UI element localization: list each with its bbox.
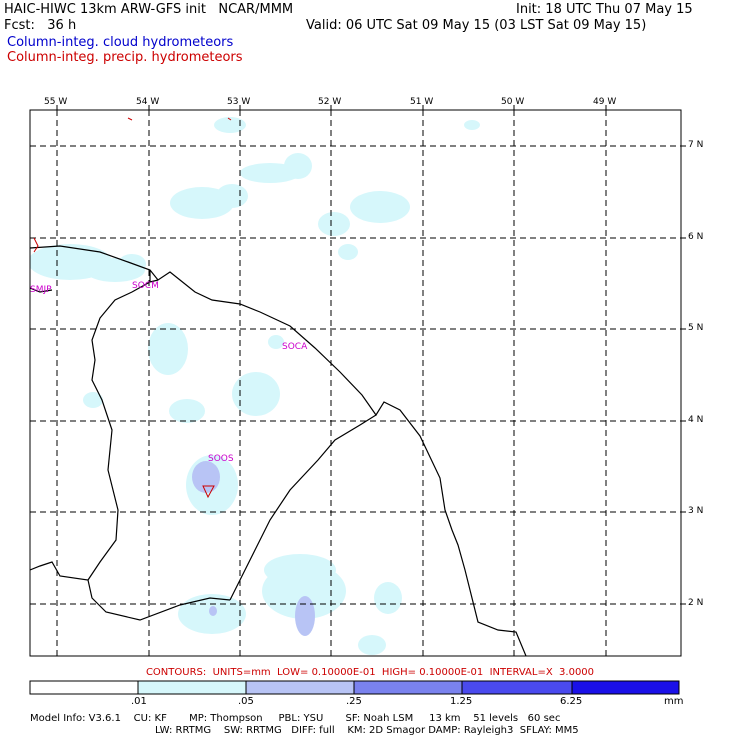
lat-label: 2 N xyxy=(688,598,704,608)
colorbar-tick: 1.25 xyxy=(450,696,473,707)
valid-time: Valid: 06 UTC Sat 09 May 15 (03 LST Sat … xyxy=(306,18,647,33)
lat-label: 5 N xyxy=(688,323,704,333)
lon-label: 49 W xyxy=(593,97,617,107)
station-soca: SOCA xyxy=(282,342,308,352)
init-time: Init: 18 UTC Thu 07 May 15 xyxy=(516,2,693,17)
colorbar xyxy=(29,680,680,695)
lat-lon-grid xyxy=(30,110,681,656)
lon-label: 51 W xyxy=(410,97,434,107)
model-info-line1: Model Info: V3.6.1 CU: KF MP: Thompson P… xyxy=(30,713,561,724)
lon-label: 52 W xyxy=(318,97,342,107)
lon-label: 54 W xyxy=(136,97,160,107)
station-smjp: SMJP xyxy=(30,285,52,295)
cloud-field-label: Column-integ. cloud hydrometeors xyxy=(7,35,234,50)
station-labels: SMJP SOCM SOCA SOOS xyxy=(30,281,308,464)
map-title: HAIC-HIWC 13km ARW-GFS init NCAR/MMM xyxy=(4,2,294,17)
lon-label: 50 W xyxy=(501,97,525,107)
colorbar-tick: .05 xyxy=(238,696,254,707)
precip-contour xyxy=(202,485,215,499)
field-layer xyxy=(30,110,681,656)
colorbar-tick: .01 xyxy=(131,696,147,707)
forecast-hour: Fcst: 36 h xyxy=(4,18,77,33)
lon-label: 55 W xyxy=(44,97,68,107)
colorbar-units: mm xyxy=(664,696,684,707)
lat-label: 3 N xyxy=(688,506,704,516)
lon-label: 53 W xyxy=(227,97,251,107)
map-frame xyxy=(29,109,682,657)
contour-info: CONTOURS: UNITS=mm LOW= 0.10000E-01 HIGH… xyxy=(145,667,595,678)
lat-label: 7 N xyxy=(688,140,704,150)
station-soos: SOOS xyxy=(208,454,234,464)
station-socm: SOCM xyxy=(132,281,159,291)
coastline xyxy=(30,117,527,656)
lat-label: 4 N xyxy=(688,415,704,425)
model-info-line2: LW: RRTMG SW: RRTMG DIFF: full KM: 2D Sm… xyxy=(155,725,579,736)
cloud-hydrometeor-shading xyxy=(30,117,480,655)
lon-ticks xyxy=(56,105,607,110)
colorbar-tick: 6.25 xyxy=(560,696,583,707)
colorbar-tick: .25 xyxy=(346,696,362,707)
precip-field-label: Column-integ. precip. hydrometeors xyxy=(7,50,243,65)
lat-label: 6 N xyxy=(688,232,704,242)
lat-ticks xyxy=(681,145,686,605)
precip-hydrometeor-shading xyxy=(192,461,315,636)
